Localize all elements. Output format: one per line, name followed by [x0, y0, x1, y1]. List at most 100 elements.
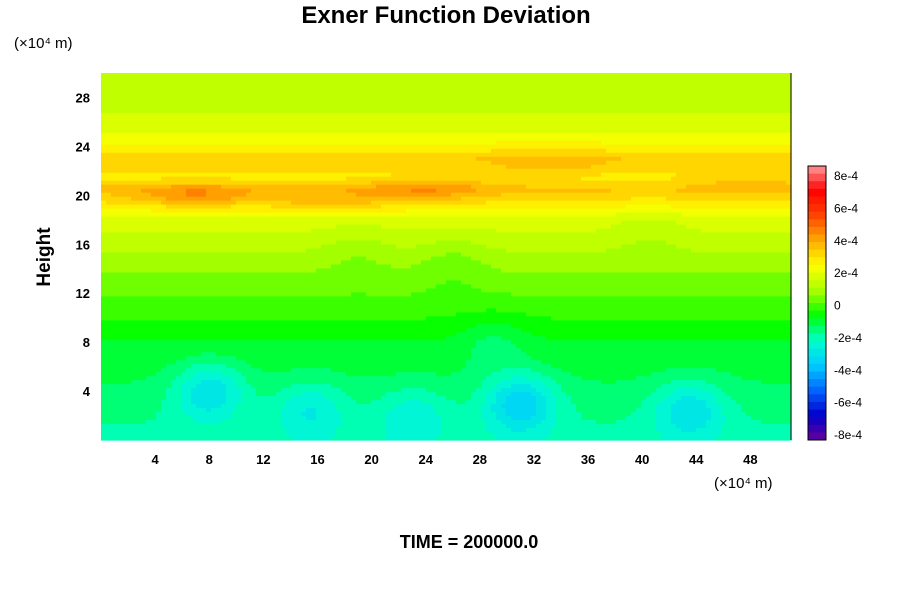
- heatmap-cell: [296, 160, 302, 166]
- heatmap-cell: [531, 152, 537, 158]
- heatmap-cell: [246, 92, 252, 98]
- heatmap-cell: [706, 164, 712, 170]
- heatmap-cell: [306, 156, 312, 162]
- heatmap-cell: [741, 168, 747, 174]
- heatmap-cell: [596, 116, 602, 122]
- heatmap-cell: [591, 73, 597, 78]
- heatmap-cell: [746, 73, 752, 78]
- heatmap-cell: [731, 80, 737, 86]
- heatmap-cell: [401, 148, 407, 154]
- heatmap-cell: [311, 184, 317, 190]
- heatmap-cell: [571, 188, 577, 194]
- heatmap-cell: [226, 136, 232, 142]
- heatmap-cell: [631, 160, 637, 166]
- heatmap-cell: [591, 80, 597, 86]
- heatmap-cell: [376, 128, 382, 134]
- heatmap-cell: [621, 172, 627, 178]
- heatmap-cell: [726, 144, 732, 150]
- heatmap-cell: [376, 108, 382, 114]
- heatmap-cell: [376, 96, 382, 102]
- heatmap-cell: [256, 100, 262, 106]
- heatmap-cell: [536, 136, 542, 142]
- heatmap-cell: [391, 112, 397, 118]
- heatmap-cell: [286, 124, 292, 130]
- heatmap-cell: [596, 96, 602, 102]
- heatmap-cell: [311, 188, 317, 194]
- heatmap-cell: [411, 160, 417, 166]
- heatmap-cell: [476, 204, 482, 210]
- heatmap-cell: [711, 212, 717, 218]
- heatmap-cell: [581, 212, 587, 218]
- heatmap-cell: [506, 96, 512, 102]
- heatmap-cell: [386, 168, 392, 174]
- heatmap-cell: [261, 188, 267, 194]
- heatmap-cell: [446, 156, 452, 162]
- heatmap-cell: [581, 180, 587, 186]
- heatmap-cell: [366, 188, 372, 194]
- heatmap-cell: [436, 112, 442, 118]
- heatmap-cell: [311, 192, 317, 198]
- heatmap-cell: [456, 124, 462, 130]
- heatmap-cell: [496, 76, 502, 82]
- heatmap-cell: [566, 88, 572, 94]
- heatmap-cell: [441, 212, 447, 218]
- heatmap-cell: [656, 116, 662, 122]
- heatmap-cell: [481, 188, 487, 194]
- heatmap-cell: [506, 172, 512, 178]
- heatmap-cell: [281, 204, 287, 210]
- heatmap-cell: [666, 180, 672, 186]
- heatmap-cell: [131, 180, 137, 186]
- heatmap-cell: [721, 144, 727, 150]
- heatmap-cell: [776, 184, 782, 190]
- heatmap-cell: [531, 73, 537, 78]
- heatmap-cell: [296, 152, 302, 158]
- heatmap-cell: [276, 108, 282, 114]
- heatmap-cell: [311, 108, 317, 114]
- heatmap-cell: [496, 176, 502, 182]
- heatmap-cell: [781, 80, 787, 86]
- heatmap-cell: [161, 76, 167, 82]
- heatmap-cell: [201, 116, 207, 122]
- heatmap-cell: [131, 176, 137, 182]
- heatmap-cell: [756, 80, 762, 86]
- heatmap-cell: [466, 148, 472, 154]
- heatmap-cell: [271, 76, 277, 82]
- heatmap-cell: [326, 180, 332, 186]
- heatmap-cell: [666, 196, 672, 202]
- heatmap-cell: [151, 128, 157, 134]
- heatmap-cell: [291, 136, 297, 142]
- heatmap-cell: [556, 120, 562, 126]
- heatmap-cell: [506, 164, 512, 170]
- heatmap-cell: [676, 192, 682, 198]
- heatmap-cell: [551, 152, 557, 158]
- heatmap-cell: [226, 84, 232, 90]
- heatmap-cell: [731, 176, 737, 182]
- heatmap-cell: [641, 172, 647, 178]
- heatmap-cell: [431, 120, 437, 126]
- heatmap-cell: [461, 180, 467, 186]
- heatmap-cell: [546, 196, 552, 202]
- heatmap-cell: [266, 168, 272, 174]
- heatmap-cell: [231, 136, 237, 142]
- heatmap-cell: [261, 128, 267, 134]
- heatmap-cell: [586, 208, 592, 214]
- heatmap-cell: [521, 116, 527, 122]
- heatmap-cell: [541, 128, 547, 134]
- heatmap-cell: [691, 108, 697, 114]
- heatmap-cell: [666, 208, 672, 214]
- heatmap-cell: [151, 216, 157, 222]
- heatmap-cell: [156, 148, 162, 154]
- heatmap-cell: [471, 208, 477, 214]
- heatmap-cell: [476, 212, 482, 218]
- heatmap-cell: [741, 80, 747, 86]
- heatmap-cell: [351, 124, 357, 130]
- heatmap-cell: [251, 172, 257, 178]
- heatmap-cell: [516, 180, 522, 186]
- heatmap-cell: [666, 188, 672, 194]
- heatmap-cell: [121, 88, 127, 94]
- heatmap-cell: [731, 116, 737, 122]
- heatmap-cell: [211, 164, 217, 170]
- heatmap-cell: [556, 164, 562, 170]
- heatmap-cell: [536, 73, 542, 78]
- heatmap-cell: [441, 188, 447, 194]
